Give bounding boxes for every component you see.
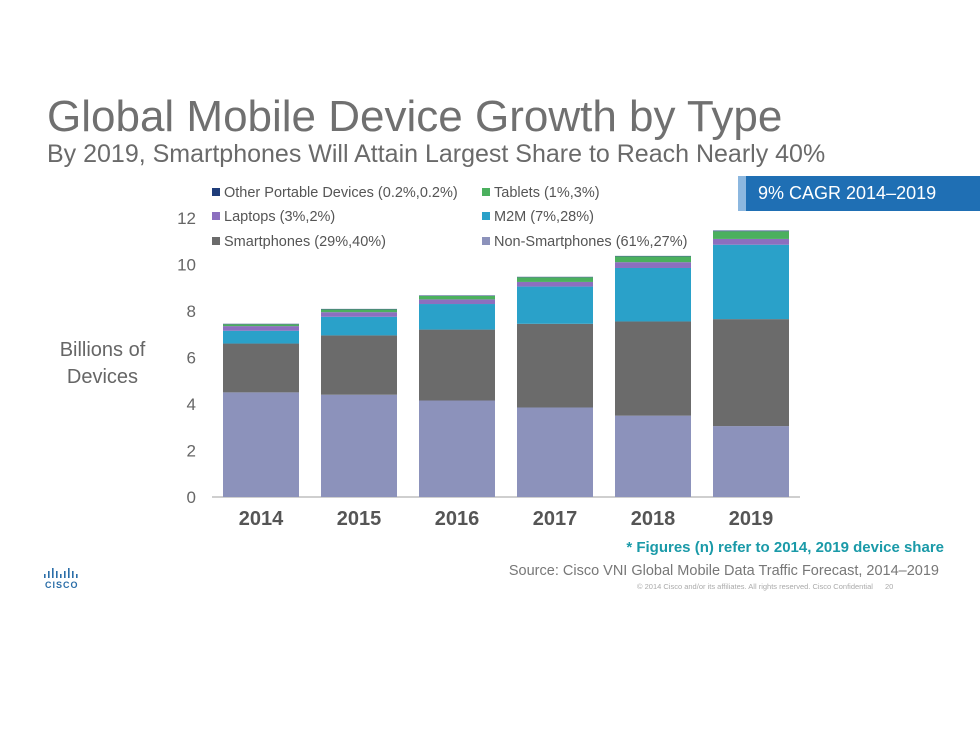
bar-segment-2014-2 bbox=[223, 330, 299, 344]
bar-segment-2017-4 bbox=[517, 277, 593, 282]
cagr-accent-bar bbox=[738, 176, 746, 211]
y-tick-label: 0 bbox=[187, 488, 196, 507]
bar-segment-2018-4 bbox=[615, 256, 691, 263]
y-tick-label: 2 bbox=[187, 442, 196, 461]
x-tick-label: 2017 bbox=[533, 508, 578, 530]
x-tick-label: 2016 bbox=[435, 508, 480, 530]
legend-swatch bbox=[482, 237, 490, 245]
page-number: 20 bbox=[885, 582, 894, 591]
bar-segment-2019-2 bbox=[713, 244, 789, 320]
y-tick-label: 4 bbox=[187, 395, 196, 414]
bar-segment-2016-0 bbox=[419, 400, 495, 497]
legend-item-laptops: Laptops (3%,2%) bbox=[212, 209, 335, 225]
legend-label: Other Portable Devices (0.2%,0.2%) bbox=[224, 185, 458, 201]
bar-segment-2017-0 bbox=[517, 407, 593, 497]
bar-segment-2014-3 bbox=[223, 326, 299, 331]
bar-segment-2014-4 bbox=[223, 324, 299, 327]
legend-item-m2m: M2M (7%,28%) bbox=[482, 209, 594, 225]
cisco-wordmark: CISCO bbox=[45, 580, 79, 590]
legend-item-other-portable: Other Portable Devices (0.2%,0.2%) bbox=[212, 185, 458, 201]
legend-swatch bbox=[212, 188, 220, 196]
bar-segment-2017-1 bbox=[517, 323, 593, 408]
bar-segment-2015-1 bbox=[321, 335, 397, 395]
legend-label: Non-Smartphones (61%,27%) bbox=[494, 234, 688, 250]
bar-segment-2016-4 bbox=[419, 295, 495, 300]
y-tick-label: 12 bbox=[177, 209, 196, 228]
bar-segment-2018-3 bbox=[615, 262, 691, 268]
legend-label: Laptops (3%,2%) bbox=[224, 209, 336, 225]
bar-segment-2019-1 bbox=[713, 319, 789, 427]
page-subtitle: By 2019, Smartphones Will Attain Largest… bbox=[47, 140, 826, 168]
bar-segment-2015-3 bbox=[321, 312, 397, 317]
bar-segment-2018-0 bbox=[615, 415, 691, 497]
source-note: Source: Cisco VNI Global Mobile Data Tra… bbox=[508, 563, 939, 579]
x-tick-label: 2014 bbox=[239, 508, 284, 530]
bar-segment-2016-3 bbox=[419, 299, 495, 305]
legend-swatch bbox=[482, 212, 490, 220]
legend-item-non-smartphones: Non-Smartphones (61%,27%) bbox=[482, 234, 687, 250]
x-tick-label: 2019 bbox=[729, 508, 774, 530]
bar-segment-2015-4 bbox=[321, 309, 397, 313]
bar-segment-2018-1 bbox=[615, 321, 691, 416]
bar-segment-2016-1 bbox=[419, 329, 495, 401]
bar-segment-2014-1 bbox=[223, 343, 299, 393]
bar-segment-2019-5 bbox=[713, 230, 789, 232]
y-axis-label: Billions of Devices bbox=[59, 339, 146, 388]
legend-swatch bbox=[482, 188, 490, 196]
bar-segment-2014-0 bbox=[223, 392, 299, 497]
legend-label: Tablets (1%,3%) bbox=[494, 185, 600, 201]
bar-segment-2018-2 bbox=[615, 267, 691, 322]
page-title: Global Mobile Device Growth by Type bbox=[47, 92, 783, 141]
bar-segment-2015-0 bbox=[321, 394, 397, 497]
bar-segment-2017-2 bbox=[517, 286, 593, 324]
copyright-note: © 2014 Cisco and/or its affiliates. All … bbox=[637, 582, 893, 591]
bar-segment-2015-2 bbox=[321, 316, 397, 336]
legend-item-smartphones: Smartphones (29%,40%) bbox=[212, 234, 386, 250]
bar-segment-2016-2 bbox=[419, 304, 495, 330]
y-tick-label: 10 bbox=[177, 256, 196, 275]
legend-item-tablets: Tablets (1%,3%) bbox=[482, 185, 600, 201]
bar-segment-2017-3 bbox=[517, 281, 593, 287]
x-tick-label: 2018 bbox=[631, 508, 676, 530]
y-tick-label: 6 bbox=[187, 349, 196, 368]
y-tick-label: 8 bbox=[187, 302, 196, 321]
legend-swatch bbox=[212, 212, 220, 220]
x-tick-label: 2015 bbox=[337, 508, 382, 530]
footnote: * Figures (n) refer to 2014, 2019 device… bbox=[626, 539, 944, 556]
bar-segment-2019-0 bbox=[713, 426, 789, 497]
copyright-text: © 2014 Cisco and/or its affiliates. All … bbox=[637, 582, 873, 591]
legend-swatch bbox=[212, 237, 220, 245]
legend-label: M2M (7%,28%) bbox=[494, 209, 594, 225]
cisco-logo: CISCO bbox=[43, 567, 85, 593]
bar-segment-2019-3 bbox=[713, 238, 789, 245]
legend-label: Smartphones (29%,40%) bbox=[224, 234, 386, 250]
cisco-bridge-icon bbox=[44, 568, 78, 578]
cagr-label: 9% CAGR 2014–2019 bbox=[758, 183, 937, 203]
cagr-badge: 9% CAGR 2014–2019 bbox=[738, 176, 980, 211]
bar-segment-2019-4 bbox=[713, 231, 789, 239]
